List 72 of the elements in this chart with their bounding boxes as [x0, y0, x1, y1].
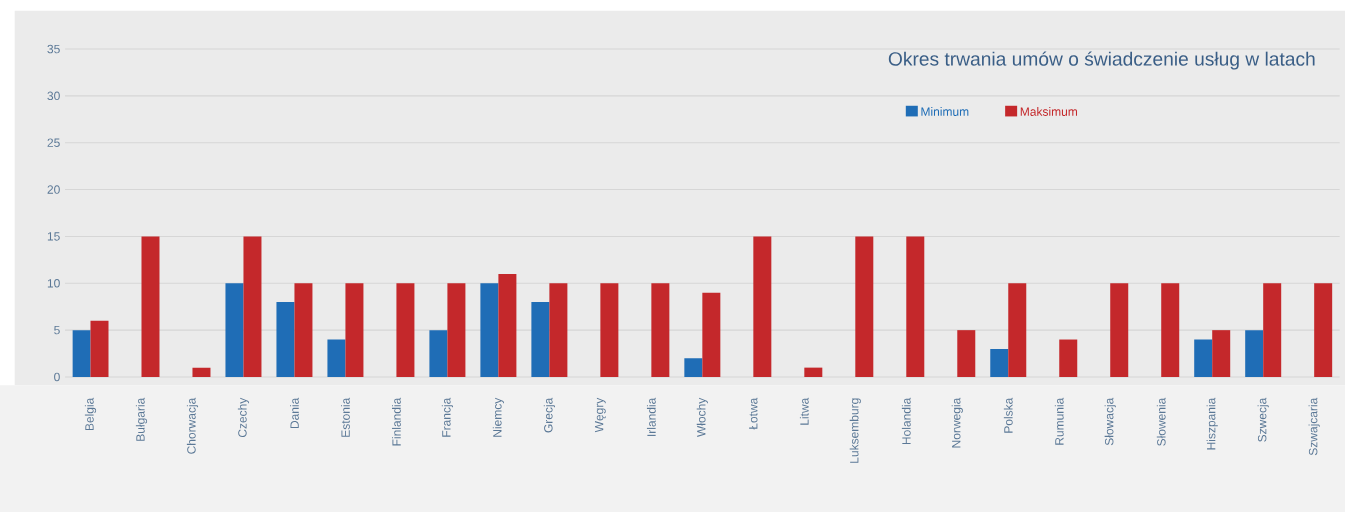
bar — [141, 236, 160, 377]
bar — [957, 330, 976, 377]
bar — [447, 283, 466, 377]
bar — [1008, 283, 1027, 377]
bar — [72, 330, 91, 377]
bar — [702, 292, 721, 377]
x-tick-label: Czechy — [237, 397, 250, 438]
x-tick-label: Estonia — [341, 397, 350, 437]
x-tick-label: Hiszpania — [1206, 397, 1218, 450]
x-tick-label: Słowacja — [1104, 397, 1116, 446]
x-tick-label: Niemcy — [492, 397, 504, 437]
bar — [684, 358, 703, 377]
bar — [345, 283, 364, 377]
bar — [1263, 283, 1282, 377]
x-tick-label: Bułgaria — [135, 397, 148, 441]
bar — [429, 330, 448, 377]
x-tick-label: Węgry — [594, 397, 606, 433]
y-tick-label: 35 — [47, 44, 60, 54]
bar — [276, 302, 295, 377]
y-tick-label: 0 — [54, 372, 60, 382]
bar — [1314, 283, 1333, 377]
x-tick-label: Litwa — [799, 397, 809, 425]
bar — [327, 339, 346, 377]
bar — [225, 283, 244, 377]
bar — [1245, 330, 1264, 377]
x-tick-label: Szwecja — [1257, 397, 1269, 442]
x-tick-label: Szwajcaria — [1308, 397, 1320, 456]
chart-title: Okres trwania umów o świadczenie usług w latach — [888, 51, 1315, 70]
bar — [753, 236, 772, 377]
bar — [531, 302, 550, 377]
x-tick-label: Słowenia — [1156, 397, 1166, 446]
x-tick-label: Polska — [1003, 397, 1013, 433]
y-tick-label: 10 — [47, 279, 60, 288]
bar — [294, 283, 313, 377]
y-tick-label: 20 — [47, 185, 60, 194]
bar — [480, 283, 499, 377]
bar — [243, 236, 262, 377]
x-tick-label: Finlandia — [392, 397, 401, 446]
bar — [1212, 330, 1231, 377]
x-tick-label: Grecja — [543, 397, 555, 433]
bar — [1110, 283, 1129, 377]
bar — [600, 283, 619, 377]
bar — [804, 367, 823, 377]
x-tick-label: Francja — [441, 397, 453, 437]
y-tick-label: 30 — [47, 91, 60, 101]
legend-label: Minimum — [921, 107, 969, 116]
x-tick-label: Chorwacja — [186, 397, 199, 454]
x-tick-label: Irlandia — [646, 397, 656, 436]
x-tick-label: Norwegia — [951, 397, 963, 448]
y-tick-label: 25 — [47, 138, 60, 147]
x-tick-label: Dania — [290, 397, 299, 429]
legend-label: Maksimum — [1020, 107, 1078, 116]
x-tick-label: Włochy — [696, 397, 708, 437]
bar — [1161, 283, 1180, 377]
bar — [651, 283, 670, 377]
bar — [906, 236, 925, 377]
bar — [855, 236, 874, 377]
bar — [1059, 339, 1078, 377]
bar — [990, 348, 1009, 377]
y-tick-label: 5 — [54, 325, 60, 335]
x-tick-label: Rumunia — [1054, 397, 1064, 445]
x-tick-label: Luksemburg — [849, 398, 861, 463]
bar — [192, 367, 211, 377]
x-tick-label: Belgia — [84, 397, 97, 431]
bar — [90, 320, 109, 377]
bar — [498, 273, 517, 377]
x-tick-label: Łotwa — [749, 397, 758, 430]
bar — [1194, 339, 1213, 377]
y-tick-label: 15 — [47, 232, 60, 241]
bar — [396, 283, 415, 377]
bar — [549, 283, 568, 377]
x-tick-label: Holandia — [901, 397, 911, 445]
